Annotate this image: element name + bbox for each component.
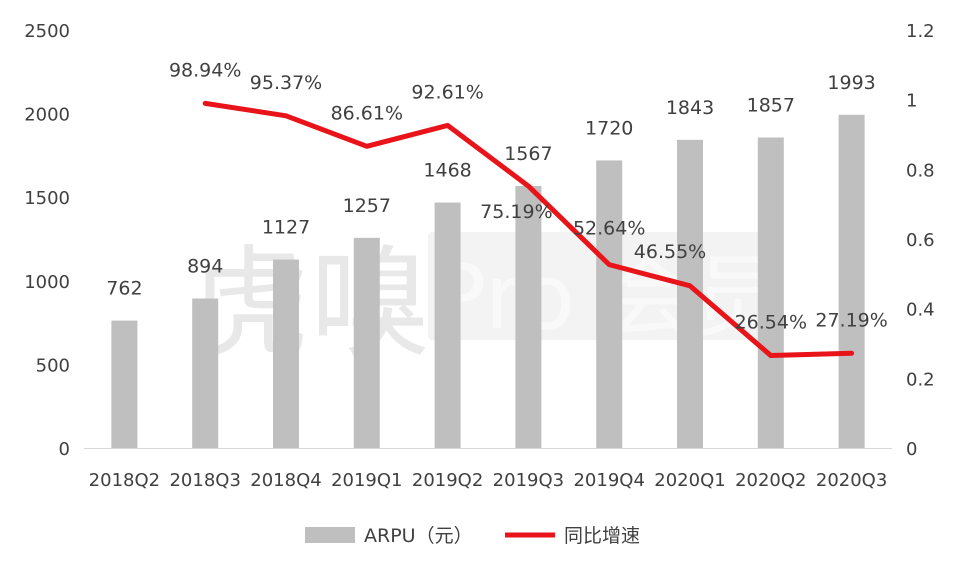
line-data-labels: 98.94% 95.37% 86.61% 92.61% 75.19% 52.64%46.5… (169, 59, 888, 333)
line-data-label: 75.19% (480, 201, 552, 223)
right-tick-label: 0 (906, 439, 917, 460)
right-tick-label: 0.6 (906, 230, 935, 251)
line-data-label: 86.61% (331, 102, 403, 124)
bar (596, 160, 623, 448)
bar (273, 259, 299, 448)
bar (434, 202, 461, 448)
line-data-label: 92.61% (411, 81, 483, 103)
watermark-text: 虎嗅 (190, 235, 430, 374)
bar-data-label: 1257 (343, 195, 391, 217)
x-tick-label: 2019Q4 (573, 470, 644, 491)
x-tick-label: 2018Q2 (89, 470, 160, 491)
right-tick-label: 1.2 (906, 21, 935, 42)
bar (515, 185, 542, 448)
line-data-label: 95.37% (250, 72, 322, 94)
left-tick-label: 1500 (24, 188, 70, 209)
x-tick-label: 2018Q4 (250, 470, 321, 491)
line-series (202, 100, 855, 359)
left-tick-label: 0 (59, 439, 70, 460)
bar-data-label: 1857 (747, 95, 795, 117)
legend-label-bar: ARPU（元） (364, 525, 473, 547)
right-tick-label: 0.8 (906, 160, 935, 181)
line-data-label: 26.54% (735, 312, 807, 334)
bar-data-label: 1468 (423, 160, 471, 182)
bar-data-label: 1127 (262, 217, 310, 239)
right-tick-label: 0.4 (906, 300, 935, 321)
legend-swatch-bar (305, 527, 355, 543)
right-tick-label: 0.2 (906, 369, 935, 390)
bar-data-label: 1993 (827, 72, 875, 94)
right-tick-label: 1 (906, 91, 917, 112)
bar (192, 298, 219, 448)
bar-data-label: 762 (106, 278, 142, 300)
bar-data-label: 894 (187, 256, 223, 278)
left-tick-label: 2000 (24, 105, 70, 126)
x-tick-label: 2019Q2 (412, 470, 483, 491)
x-tick-label: 2019Q3 (493, 470, 564, 491)
bar-data-label: 1843 (666, 97, 714, 119)
legend-label-line: 同比增速 (564, 525, 640, 547)
line-path (202, 100, 855, 359)
line-data-label: 52.64% (573, 218, 645, 240)
left-y-axis: 0 500 1000 1500 2000 2500 (24, 21, 70, 460)
line-data-label: 98.94% (169, 59, 241, 81)
bar-data-labels: 762 894 1127 1257 1468 1567 1720 1843 1857 1993 (106, 72, 876, 300)
bar (838, 114, 865, 449)
line-data-label: 27.19% (815, 309, 887, 331)
left-tick-label: 1000 (24, 272, 70, 293)
line-data-label: 46.55% (634, 241, 706, 263)
x-tick-label: 2020Q1 (654, 470, 725, 491)
left-tick-label: 2500 (24, 21, 70, 42)
bar (757, 137, 784, 449)
x-tick-label: 2020Q2 (735, 470, 806, 491)
x-tick-label: 2019Q1 (331, 470, 402, 491)
legend: ARPU（元） 同比增速 (305, 525, 640, 547)
x-axis: 2018Q2 2018Q3 2018Q4 2019Q1 2019Q2 2019Q3 2019… (84, 448, 892, 491)
bar (111, 320, 138, 448)
right-y-axis: 0 0.2 0.4 0.6 0.8 1 1.2 (906, 21, 935, 460)
left-tick-label: 500 (36, 355, 70, 376)
x-tick-label: 2018Q3 (169, 470, 240, 491)
bar-series (111, 114, 865, 449)
bar-data-label: 1567 (504, 143, 552, 165)
bar (353, 237, 380, 448)
bar-data-label: 1720 (585, 117, 633, 139)
x-tick-label: 2020Q3 (816, 470, 887, 491)
